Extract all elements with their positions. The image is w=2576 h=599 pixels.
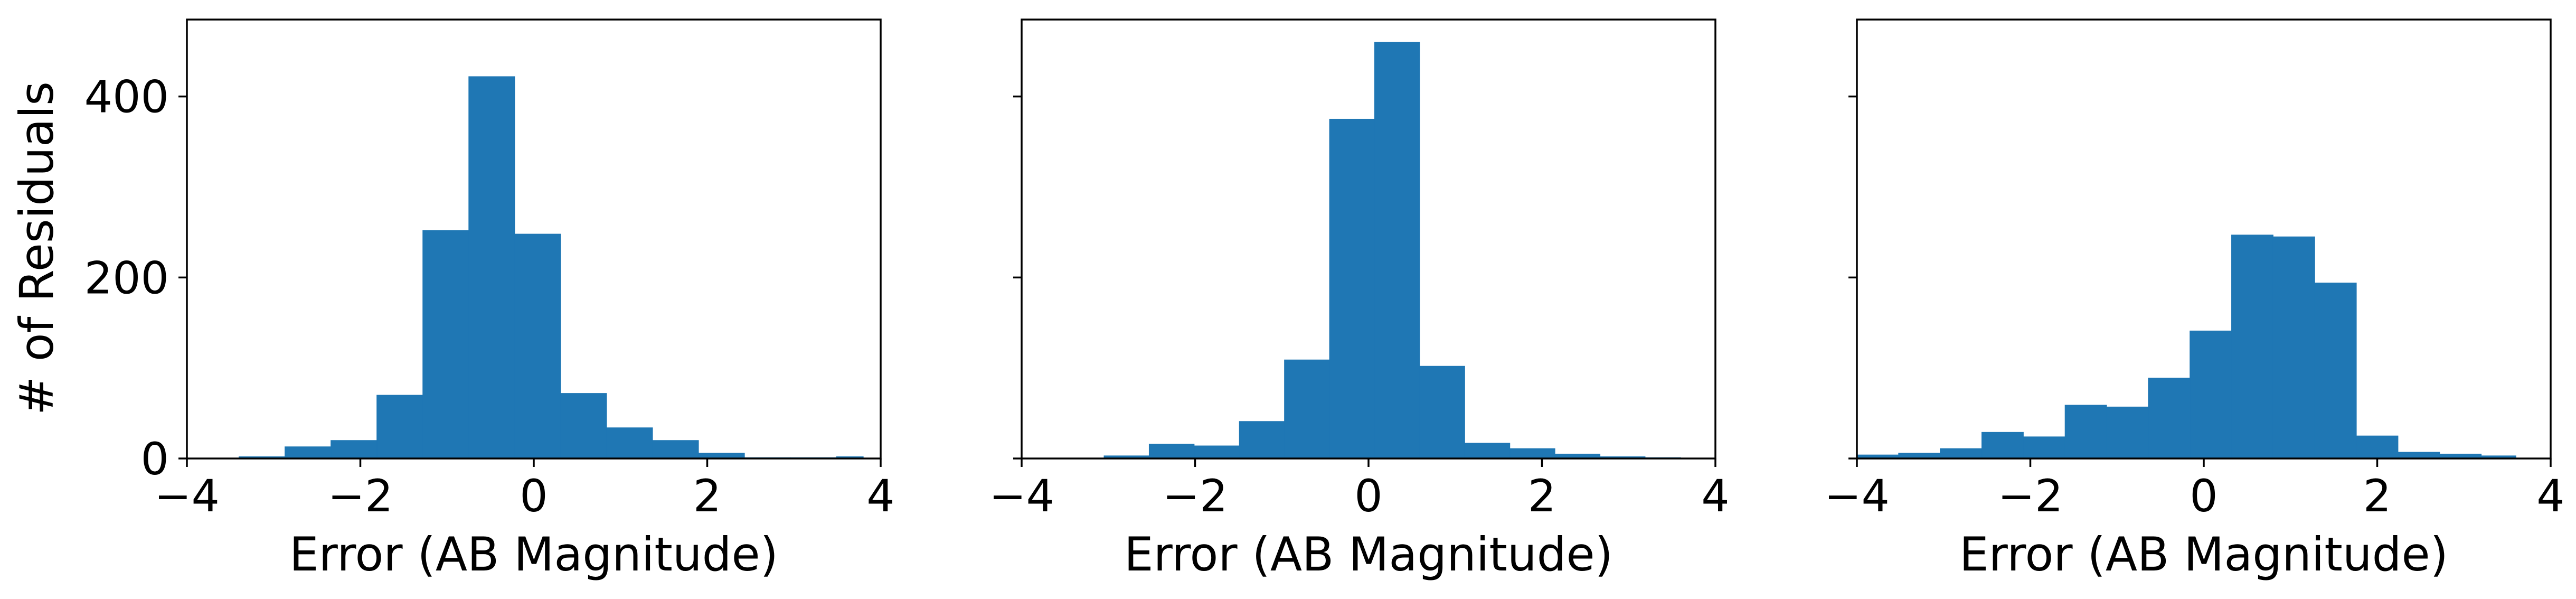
histogram-bar bbox=[468, 76, 515, 459]
histogram-bar bbox=[1981, 432, 2024, 459]
histogram-bar bbox=[376, 395, 423, 459]
x-tick-label: −4 bbox=[989, 470, 1054, 522]
histogram-panel-2: −4 −2 0 2 4 Error (AB Magnitude) bbox=[989, 18, 1730, 582]
x-tick-label: 0 bbox=[520, 470, 548, 522]
histogram-bar bbox=[1284, 359, 1330, 459]
histogram-bar bbox=[1940, 448, 1983, 459]
histogram-panel-3: −4 −2 0 2 4 Error (AB Magnitude) bbox=[1824, 18, 2565, 582]
histogram-bar bbox=[1509, 448, 1555, 459]
histogram-bar bbox=[2398, 452, 2440, 459]
histogram-bar bbox=[1374, 42, 1420, 459]
histogram-bar bbox=[1194, 445, 1240, 459]
x-tick-label: 4 bbox=[866, 470, 894, 522]
histogram-bar bbox=[2272, 236, 2315, 459]
x-tick-label: −4 bbox=[154, 470, 220, 522]
histogram-bar bbox=[331, 440, 378, 459]
histogram-bar bbox=[1329, 118, 1375, 459]
histogram-bar bbox=[1419, 366, 1465, 459]
histogram-bar bbox=[422, 230, 469, 459]
histogram-bar bbox=[1148, 444, 1195, 459]
y-axis-label: # of Residuals bbox=[10, 81, 64, 415]
histogram-bar bbox=[652, 440, 699, 459]
x-tick-label: −2 bbox=[1998, 470, 2063, 522]
histogram-bar bbox=[2023, 436, 2065, 459]
x-tick-label: −2 bbox=[1163, 470, 1228, 522]
histogram-bar bbox=[2356, 435, 2399, 459]
x-axis-label: Error (AB Magnitude) bbox=[1959, 527, 2448, 582]
x-tick-label: 0 bbox=[1354, 470, 1382, 522]
x-tick-label: 4 bbox=[1701, 470, 1729, 522]
histogram-bar bbox=[2190, 330, 2232, 459]
histogram-bar bbox=[514, 233, 561, 459]
x-tick-label: 2 bbox=[2363, 470, 2391, 522]
histogram-panel-1: −4 −2 0 2 4 0 200 400 Error (AB Magnitude) bbox=[84, 18, 895, 582]
x-tick-label: 0 bbox=[2190, 470, 2218, 522]
histogram-bar bbox=[560, 393, 607, 459]
histogram-bar bbox=[2231, 235, 2273, 459]
y-tick-label: 400 bbox=[84, 71, 169, 123]
x-tick-label: 4 bbox=[2536, 470, 2564, 522]
histogram-bar bbox=[2314, 283, 2357, 459]
histogram-bar bbox=[285, 446, 332, 459]
y-tick-label: 200 bbox=[84, 252, 169, 304]
x-tick-label: −2 bbox=[328, 470, 393, 522]
histogram-bar bbox=[1239, 421, 1285, 459]
y-tick-label: 0 bbox=[141, 433, 169, 485]
x-axis-label: Error (AB Magnitude) bbox=[1124, 527, 1613, 582]
histogram-bar bbox=[606, 427, 653, 459]
x-tick-label: −4 bbox=[1824, 470, 1890, 522]
x-tick-label: 2 bbox=[1528, 470, 1556, 522]
x-axis-label: Error (AB Magnitude) bbox=[289, 527, 778, 582]
histogram-bar bbox=[2064, 405, 2107, 459]
histogram-bar bbox=[2106, 406, 2149, 459]
histogram-bar bbox=[1464, 443, 1511, 459]
histogram-bar bbox=[2148, 378, 2191, 459]
x-tick-label: 2 bbox=[693, 470, 721, 522]
